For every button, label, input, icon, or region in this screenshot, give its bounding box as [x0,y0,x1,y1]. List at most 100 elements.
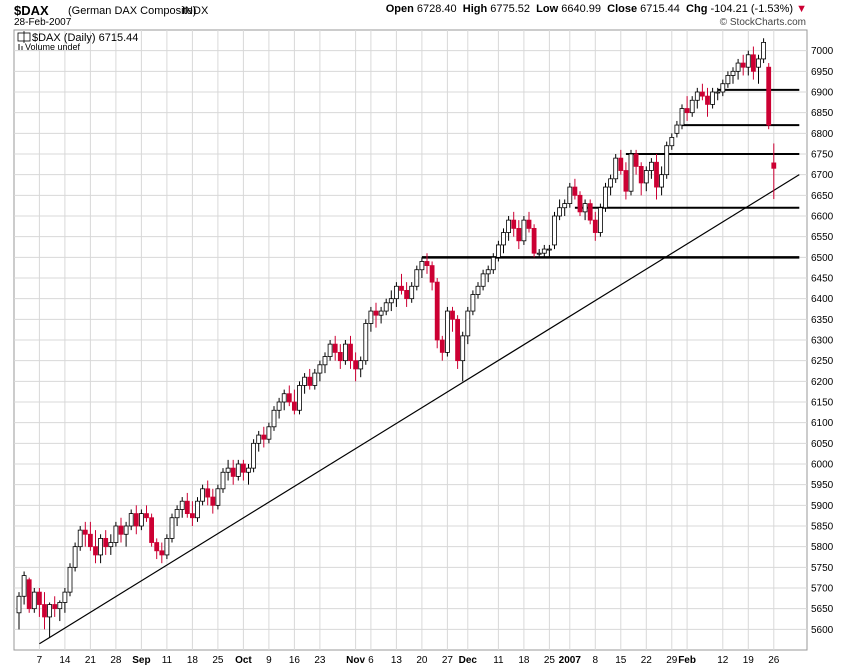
candle-body [149,517,155,543]
chg-value: -104.21 (-1.53%) [710,3,794,15]
brand-label: © StockCharts.com [719,17,806,28]
candle-body [57,602,63,610]
candle-body [393,285,399,300]
candle-body [383,302,389,312]
candle-body [424,261,430,267]
candle-body [154,542,160,552]
x-tick-label: 6 [368,655,374,666]
candle-body [501,232,506,246]
candle-body [730,70,736,76]
candle-body [766,66,772,126]
candle-body [348,343,353,362]
x-tick-label: 25 [212,655,224,666]
candle-body [470,294,476,312]
candle-body [317,364,323,374]
x-tick-label: 2007 [559,655,582,666]
close-value: 6715.44 [640,3,680,15]
grid-lines [14,30,807,650]
chart-date: 28-Feb-2007 [14,17,72,28]
low-value: 6640.99 [561,3,601,15]
candle-body [220,471,226,490]
y-tick-label: 5950 [811,480,834,491]
candle-body [251,442,257,469]
candle-body [485,269,491,275]
ohlc-summary: Open 6728.40 High 6775.52 Low 6640.99 Cl… [386,3,807,15]
y-tick-label: 7000 [811,46,834,57]
x-tick-label: 12 [717,655,729,666]
candle-body [669,137,675,147]
volume-legend-label: Volume undef [25,42,81,52]
candle-body [297,385,302,411]
candle-body [552,215,557,246]
candle-body [26,579,32,610]
candlesticks [16,38,777,638]
candle-body [118,525,124,535]
candle-body [572,186,578,196]
candle-body [159,550,165,556]
candle-body [638,165,644,184]
high-value: 6775.52 [490,3,531,15]
trend-lines [39,88,800,645]
candle-body [694,91,700,101]
candle-body [429,265,435,283]
candle-body [276,401,282,411]
candle-body [368,310,374,324]
candle-body [327,343,333,357]
candle-body [169,517,175,539]
candle-body [475,285,481,295]
y-tick-label: 6450 [811,274,834,285]
y-tick-label: 6750 [811,150,834,161]
candle-body [184,500,190,515]
candle-body [42,604,47,618]
candle-body [541,248,547,254]
y-tick-label: 6800 [811,129,834,140]
candle-body [240,463,246,473]
candle-body [684,108,690,114]
candle-body [286,393,292,403]
x-tick-label: 28 [110,655,122,666]
candle-body [399,285,404,291]
y-tick-label: 5800 [811,542,834,553]
y-tick-label: 6300 [811,336,834,347]
y-tick-label: 6400 [811,294,834,305]
candle-body [608,178,613,188]
candle-body [82,529,88,535]
x-tick-label: 7 [37,655,43,666]
candle-body [388,298,394,304]
candle-body [567,186,573,204]
candle-body [643,170,649,184]
x-tick-label: 13 [391,655,403,666]
candle-body [623,170,629,192]
y-tick-label: 6000 [811,460,834,471]
candle-body [526,219,532,229]
candle-body [246,467,251,473]
candle-body [98,538,103,556]
candle-body [307,376,313,386]
y-tick-label: 6900 [811,88,834,99]
candle-body [373,310,379,316]
y-tick-label: 5650 [811,604,834,615]
x-tick-label: 19 [743,655,755,666]
y-tick-label: 6550 [811,232,834,243]
x-tick-label: 25 [544,655,556,666]
candle-body [47,604,52,618]
candle-body [67,566,73,593]
candle-body [725,75,731,85]
candle-body [62,591,68,603]
candle-body [215,488,221,506]
x-tick-label: Dec [459,655,478,666]
x-tick-label: Nov [346,655,365,666]
x-tick-label: Feb [678,655,696,666]
high-label: High [462,3,488,15]
candle-body [460,335,466,362]
candle-body [93,546,98,556]
candle-body [337,351,343,362]
candle-body [557,207,562,217]
x-tick-label: 11 [162,655,173,666]
y-tick-label: 5600 [811,625,834,636]
candle-body [521,219,527,242]
candle-body [761,42,766,60]
x-tick-label: 22 [641,655,653,666]
x-tick-label: 18 [518,655,530,666]
candle-body [261,434,267,440]
